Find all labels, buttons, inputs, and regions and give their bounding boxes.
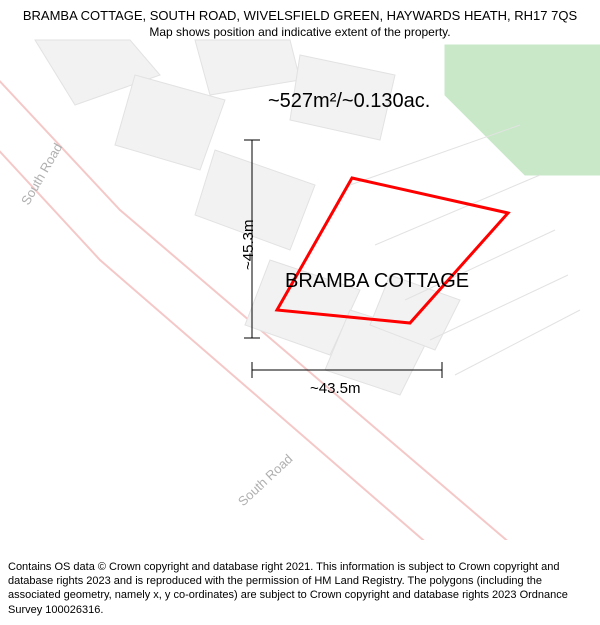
copyright-footer: Contains OS data © Crown copyright and d… xyxy=(0,554,600,625)
page-subtitle: Map shows position and indicative extent… xyxy=(10,25,590,39)
header: BRAMBA COTTAGE, SOUTH ROAD, WIVELSFIELD … xyxy=(0,0,600,43)
page-title: BRAMBA COTTAGE, SOUTH ROAD, WIVELSFIELD … xyxy=(10,8,590,23)
area-label: ~527m²/~0.130ac. xyxy=(268,90,430,113)
map-area: ~527m²/~0.130ac. BRAMBA COTTAGE ~43.5m ~… xyxy=(0,0,600,540)
property-name-label: BRAMBA COTTAGE xyxy=(285,270,469,293)
height-dimension-label: ~45.3m xyxy=(240,220,257,270)
width-dimension-label: ~43.5m xyxy=(310,380,360,397)
